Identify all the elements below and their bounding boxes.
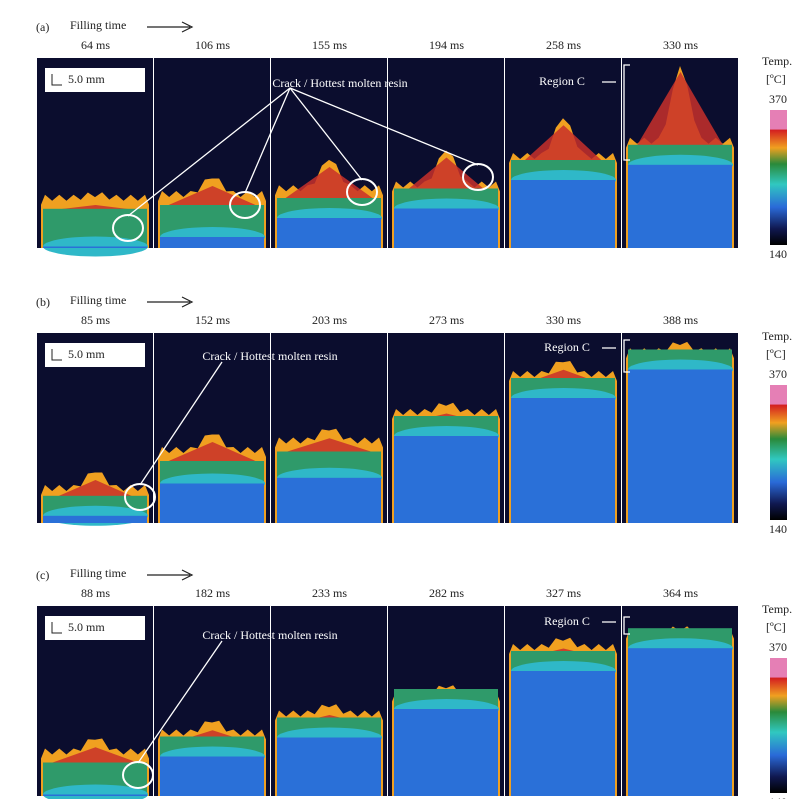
colorbar bbox=[770, 110, 787, 245]
crack-label: Crack / Hottest molten resin bbox=[272, 76, 407, 90]
time-label: 258 ms bbox=[546, 38, 581, 52]
scale-label: 5.0 mm bbox=[68, 72, 105, 86]
colorbar-min: 140 bbox=[769, 522, 787, 536]
filling-time-label: Filling time bbox=[70, 293, 126, 307]
time-label: 364 ms bbox=[663, 586, 698, 600]
time-label: 388 ms bbox=[663, 313, 698, 327]
cold-body bbox=[160, 757, 264, 797]
panel-label: (a) bbox=[36, 20, 49, 34]
colorbar-unit: [ºC] bbox=[766, 72, 786, 86]
time-label: 85 ms bbox=[81, 313, 110, 327]
colorbar-min: 140 bbox=[769, 247, 787, 261]
region-label: Region C bbox=[544, 340, 590, 354]
colorbar-min: 140 bbox=[769, 795, 787, 799]
colorbar-unit: [ºC] bbox=[766, 347, 786, 361]
scale-label: 5.0 mm bbox=[68, 620, 105, 634]
colorbar bbox=[770, 385, 787, 520]
cold-body bbox=[394, 709, 498, 796]
colorbar-max: 370 bbox=[769, 367, 787, 381]
cold-body bbox=[43, 247, 147, 249]
filling-time-label: Filling time bbox=[70, 566, 126, 580]
time-label: 330 ms bbox=[546, 313, 581, 327]
arrow bbox=[147, 570, 192, 580]
figure: (a) Filling time 64 ms 106 ms 155 ms 194 ms 25… bbox=[0, 0, 801, 799]
scale-label: 5.0 mm bbox=[68, 347, 105, 361]
arrow bbox=[147, 22, 192, 32]
cold-body bbox=[277, 478, 381, 523]
colorbar-max: 370 bbox=[769, 640, 787, 654]
time-label: 282 ms bbox=[429, 586, 464, 600]
time-label: 233 ms bbox=[312, 586, 347, 600]
cold-body bbox=[628, 370, 732, 524]
cold-body bbox=[160, 484, 264, 524]
colorbar-max: 370 bbox=[769, 92, 787, 106]
cold-body bbox=[511, 398, 615, 523]
region-label: Region C bbox=[539, 74, 585, 88]
time-label: 88 ms bbox=[81, 586, 110, 600]
time-label: 64 ms bbox=[81, 38, 110, 52]
cold-body bbox=[628, 165, 732, 248]
colorbar-title: Temp. bbox=[762, 329, 792, 343]
colorbar-title: Temp. bbox=[762, 54, 792, 68]
crack-label: Crack / Hottest molten resin bbox=[202, 628, 337, 642]
colorbar bbox=[770, 658, 787, 793]
colorbar-unit: [ºC] bbox=[766, 620, 786, 634]
colorbar-title: Temp. bbox=[762, 602, 792, 616]
cold-body bbox=[160, 237, 264, 248]
panel-label: (c) bbox=[36, 568, 49, 582]
cold-body bbox=[394, 436, 498, 523]
time-label: 106 ms bbox=[195, 38, 230, 52]
time-label: 273 ms bbox=[429, 313, 464, 327]
cold-body bbox=[43, 795, 147, 797]
region-label: Region C bbox=[544, 614, 590, 628]
time-label: 330 ms bbox=[663, 38, 698, 52]
cold-body bbox=[43, 516, 147, 523]
cold-body bbox=[277, 218, 381, 248]
cold-body bbox=[277, 738, 381, 797]
time-label: 182 ms bbox=[195, 586, 230, 600]
filling-time-label: Filling time bbox=[70, 18, 126, 32]
cold-body bbox=[511, 671, 615, 796]
cold-body bbox=[628, 648, 732, 796]
time-label: 194 ms bbox=[429, 38, 464, 52]
cold-body bbox=[511, 180, 615, 248]
time-label: 203 ms bbox=[312, 313, 347, 327]
cold-body bbox=[394, 209, 498, 249]
time-label: 155 ms bbox=[312, 38, 347, 52]
time-label: 327 ms bbox=[546, 586, 581, 600]
crack-label: Crack / Hottest molten resin bbox=[202, 349, 337, 363]
time-label: 152 ms bbox=[195, 313, 230, 327]
panel-label: (b) bbox=[36, 295, 50, 309]
arrow bbox=[147, 297, 192, 307]
